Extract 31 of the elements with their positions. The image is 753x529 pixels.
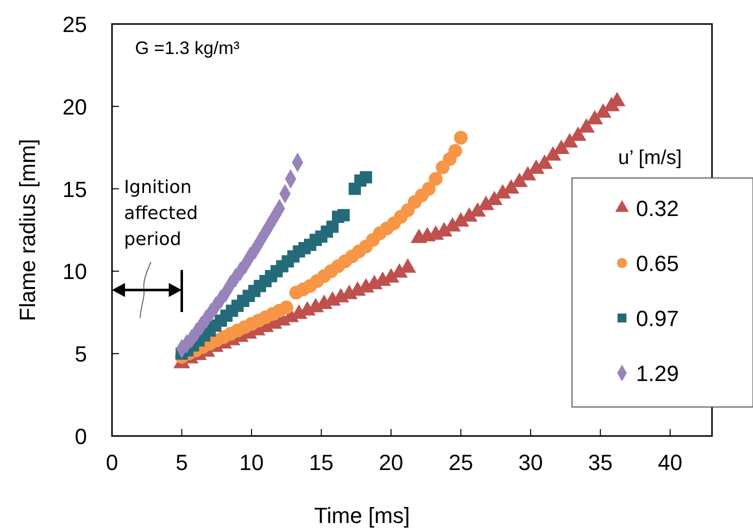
y-tick-label: 0 [74,424,87,449]
x-tick-label: 10 [239,450,264,475]
point [448,144,462,158]
x-tick-label: 30 [518,450,543,475]
legend-label: 0.32 [636,196,679,221]
point [338,209,350,222]
legend-label: 1.29 [636,361,679,386]
y-tick-label: 15 [62,176,87,202]
legend-title: u’ [m/s] [618,147,682,169]
y-tick-label: 20 [62,94,87,120]
legend-label: 0.65 [636,251,679,276]
point [428,172,443,186]
y-tick-label: 10 [62,259,87,284]
y-axis-title: Flame radius [mm] [15,138,40,322]
y-tick-label: 5 [74,342,87,367]
x-tick-label: 25 [448,450,474,475]
annotation: Ignition affected period [124,177,198,250]
point [422,182,436,196]
x-tick-label: 40 [658,450,682,475]
x-tick-label: 20 [378,450,404,475]
x-tick-label: 5 [176,450,188,475]
point [454,130,468,145]
x-tick-label: 0 [106,450,118,475]
point [360,171,372,184]
point [280,300,294,314]
legend-label: 0.97 [636,306,679,331]
x-axis-title: Time [ms] [314,503,410,528]
x-tick-label: 35 [588,450,613,475]
annotation: G =1.3 kg/m³ [135,38,240,58]
x-tick-label: 15 [309,450,334,475]
y-tick-label: 25 [62,12,87,37]
